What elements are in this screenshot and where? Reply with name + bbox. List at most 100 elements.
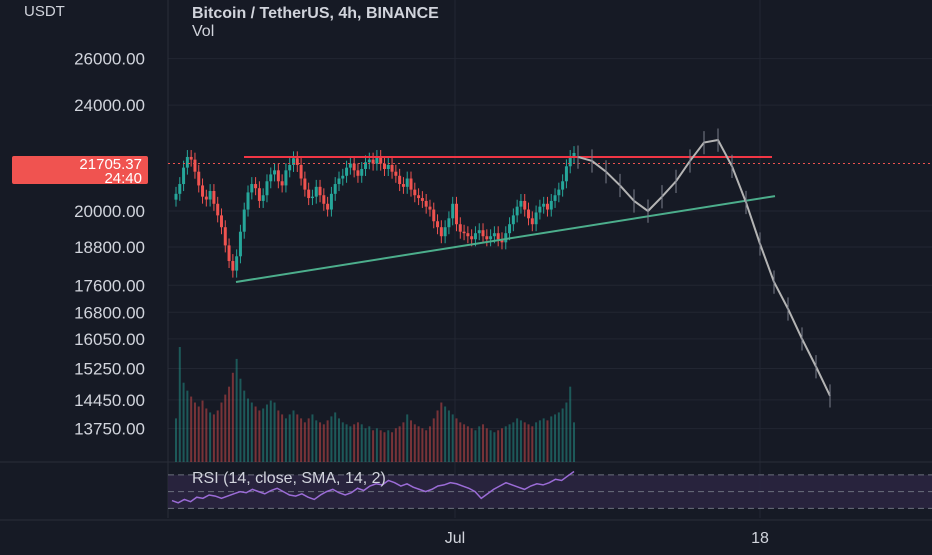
candle-body[interactable] xyxy=(439,227,443,237)
candlesticks[interactable] xyxy=(174,146,576,278)
rsi-line[interactable] xyxy=(171,470,575,504)
drawing-lines[interactable] xyxy=(168,128,932,408)
candle-body[interactable] xyxy=(295,158,299,165)
candle-body[interactable] xyxy=(409,178,413,190)
candle-body[interactable] xyxy=(235,256,239,271)
candle-body[interactable] xyxy=(185,156,189,168)
price-axis[interactable]: 26000.00 24000.00 20000.00 18800.00 17600.00… xyxy=(74,50,145,439)
candle-body[interactable] xyxy=(216,203,220,216)
candle-body[interactable] xyxy=(189,156,193,160)
candle-body[interactable] xyxy=(238,231,242,257)
candle-body[interactable] xyxy=(276,170,280,182)
candle-body[interactable] xyxy=(549,200,553,210)
candle-body[interactable] xyxy=(299,164,303,179)
candle-body[interactable] xyxy=(356,170,360,176)
candle-body[interactable] xyxy=(303,178,307,190)
candle-body[interactable] xyxy=(454,203,458,225)
candle-body[interactable] xyxy=(466,233,470,237)
candle-body[interactable] xyxy=(379,156,383,164)
chart-legend[interactable]: Bitcoin / TetherUS, 4h, BINANCE Vol xyxy=(192,5,439,41)
candle-body[interactable] xyxy=(413,189,417,196)
candle-body[interactable] xyxy=(182,167,186,185)
candle-body[interactable] xyxy=(326,203,330,210)
candle-body[interactable] xyxy=(561,181,565,190)
candle-body[interactable] xyxy=(322,195,326,204)
candle-body[interactable] xyxy=(178,184,182,194)
candle-body[interactable] xyxy=(500,239,504,243)
candle-body[interactable] xyxy=(530,218,534,225)
candle-body[interactable] xyxy=(273,170,277,175)
candle-body[interactable] xyxy=(481,230,485,237)
candle-body[interactable] xyxy=(428,206,432,210)
candle-body[interactable] xyxy=(337,178,341,185)
candle-body[interactable] xyxy=(329,193,333,210)
candle-body[interactable] xyxy=(284,170,288,186)
candle-body[interactable] xyxy=(219,215,223,228)
candle-body[interactable] xyxy=(432,209,436,222)
candle-body[interactable] xyxy=(246,192,250,210)
candle-body[interactable] xyxy=(568,156,572,167)
candle-body[interactable] xyxy=(436,221,440,228)
candle-body[interactable] xyxy=(307,189,311,199)
candle-body[interactable] xyxy=(371,159,375,164)
candle-body[interactable] xyxy=(212,191,216,204)
candle-body[interactable] xyxy=(523,200,527,210)
candle-body[interactable] xyxy=(527,209,531,219)
candle-body[interactable] xyxy=(511,215,515,225)
candle-body[interactable] xyxy=(424,200,428,207)
candle-body[interactable] xyxy=(390,164,394,172)
candle-body[interactable] xyxy=(477,230,481,234)
candle-body[interactable] xyxy=(542,203,546,207)
candle-body[interactable] xyxy=(257,188,261,201)
candle-body[interactable] xyxy=(208,191,212,200)
candle-body[interactable] xyxy=(382,163,386,169)
candle-body[interactable] xyxy=(485,236,489,240)
candle-body[interactable] xyxy=(254,184,258,189)
candle-body[interactable] xyxy=(553,195,557,201)
candle-body[interactable] xyxy=(545,203,549,210)
candle-body[interactable] xyxy=(489,236,493,240)
candle-body[interactable] xyxy=(375,156,379,164)
candle-body[interactable] xyxy=(496,233,500,240)
candle-body[interactable] xyxy=(288,164,292,171)
candle-body[interactable] xyxy=(223,227,227,246)
time-axis[interactable]: Jul 18 xyxy=(445,530,769,547)
candle-body[interactable] xyxy=(470,236,474,240)
candle-body[interactable] xyxy=(364,162,368,169)
candle-body[interactable] xyxy=(265,181,269,196)
rsi-pane[interactable] xyxy=(0,470,932,521)
candle-body[interactable] xyxy=(201,185,205,197)
candle-body[interactable] xyxy=(231,261,235,271)
candle-body[interactable] xyxy=(564,166,568,182)
candle-body[interactable] xyxy=(348,163,352,168)
candle-body[interactable] xyxy=(534,212,538,225)
symbol-title[interactable]: Bitcoin / TetherUS, 4h, BINANCE xyxy=(192,5,439,22)
candle-body[interactable] xyxy=(386,164,390,169)
candle-body[interactable] xyxy=(318,186,322,196)
candle-body[interactable] xyxy=(292,158,296,165)
candle-body[interactable] xyxy=(538,206,542,213)
trend-line[interactable] xyxy=(235,195,776,283)
candle-body[interactable] xyxy=(333,184,337,194)
candle-body[interactable] xyxy=(504,233,508,243)
candle-body[interactable] xyxy=(352,163,356,171)
candle-body[interactable] xyxy=(519,200,523,207)
candle-body[interactable] xyxy=(204,196,208,200)
candle-body[interactable] xyxy=(360,168,364,176)
candle-body[interactable] xyxy=(174,193,178,200)
candle-body[interactable] xyxy=(451,203,455,219)
candle-body[interactable] xyxy=(401,184,405,187)
candle-body[interactable] xyxy=(458,224,462,232)
candle-body[interactable] xyxy=(197,171,201,186)
candle-body[interactable] xyxy=(269,174,273,182)
candle-body[interactable] xyxy=(405,178,409,187)
candle-body[interactable] xyxy=(473,233,477,240)
candle-body[interactable] xyxy=(227,245,231,262)
candle-body[interactable] xyxy=(394,171,398,176)
candle-body[interactable] xyxy=(557,189,561,196)
candle-body[interactable] xyxy=(345,167,349,176)
candle-body[interactable] xyxy=(310,196,314,199)
candle-body[interactable] xyxy=(193,159,197,172)
